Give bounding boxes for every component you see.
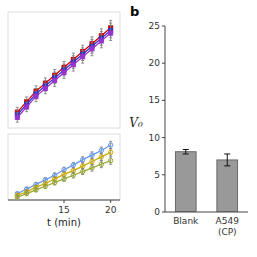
y-tick-label: 25 [149, 21, 160, 31]
y-tick-label: 10 [149, 133, 161, 143]
y-axis-label: V₀ [129, 116, 143, 130]
y-tick-label: 5 [154, 170, 160, 180]
series-line [17, 152, 110, 195]
marker [99, 162, 103, 166]
marker [52, 180, 56, 184]
bar [217, 160, 238, 212]
data-group [15, 141, 113, 199]
marker [43, 86, 47, 90]
line-chart [8, 12, 120, 128]
marker [90, 159, 94, 163]
series [15, 20, 112, 116]
marker [80, 164, 84, 168]
marker [99, 148, 103, 152]
error-bar [224, 154, 230, 166]
label-line: A549 [216, 216, 240, 226]
marker [62, 168, 66, 172]
marker [99, 155, 103, 159]
label-line: (CP) [218, 227, 237, 237]
x-axis-label: t (min) [47, 217, 81, 228]
series [15, 26, 112, 122]
error-bar [35, 91, 38, 102]
x-tick-label: 20 [105, 205, 117, 215]
x-axis-line [165, 212, 248, 213]
marker [43, 184, 47, 188]
y-tick [162, 63, 165, 64]
x-tick-label: 15 [58, 205, 69, 215]
marker [80, 157, 84, 161]
marker [53, 79, 57, 83]
marker [62, 71, 66, 75]
y-tick [162, 26, 165, 27]
x-tick [110, 200, 111, 203]
panel-label: b [130, 4, 139, 19]
y-tick [162, 100, 165, 101]
y-tick [162, 137, 165, 138]
marker [15, 195, 19, 199]
marker [81, 55, 85, 59]
error-bar [16, 113, 19, 122]
bar-chart: b 0 5 10 15 20 25 Blank A549(CP) V₀ [129, 4, 248, 237]
marker [62, 177, 66, 181]
series-line [17, 161, 110, 198]
marker [90, 153, 94, 157]
marker [34, 188, 38, 192]
marker [71, 63, 75, 67]
error-bar [63, 67, 66, 79]
y-tick [162, 174, 165, 175]
error-bar [109, 26, 112, 41]
marker [108, 143, 112, 147]
x-tick [64, 200, 65, 203]
marker [90, 166, 94, 170]
marker [80, 169, 84, 173]
marker [71, 173, 75, 177]
error-bar [72, 58, 75, 71]
y-tick-label: 20 [149, 58, 161, 68]
chart-canvas: 15 20 t (min) b 0 5 10 15 20 25 Blank A549(CP) V₀ [0, 0, 257, 257]
series [15, 157, 113, 200]
marker [71, 163, 75, 167]
y-tick-label: 15 [149, 95, 160, 105]
y-axis-line [165, 26, 166, 212]
error-bar [53, 75, 56, 87]
plot-frame [8, 134, 120, 200]
marker [90, 47, 94, 51]
error-bar [25, 102, 28, 111]
error-bar [100, 34, 103, 48]
line-chart: 15 20 t (min) [8, 134, 120, 228]
series-line [17, 33, 110, 117]
marker [62, 172, 66, 176]
marker [24, 191, 28, 195]
series-line [17, 145, 110, 194]
error-bar [81, 50, 84, 63]
marker [34, 94, 38, 98]
marker [99, 39, 103, 43]
data-group [175, 150, 237, 212]
error-bar [44, 83, 47, 94]
marker [108, 150, 112, 154]
error-bar [91, 42, 94, 56]
marker [15, 115, 19, 119]
label-line: Blank [173, 216, 199, 226]
series [15, 149, 113, 198]
marker [108, 158, 112, 162]
marker [25, 105, 29, 109]
y-tick [162, 212, 165, 213]
y-tick-label: 0 [154, 207, 160, 217]
x-tick-label: A549(CP) [216, 216, 240, 237]
bar [175, 152, 196, 212]
x-tick-label: Blank [173, 216, 199, 226]
data-group [15, 20, 112, 122]
plot-frame [8, 12, 120, 128]
series [15, 141, 113, 195]
error-bar [183, 150, 189, 154]
marker [109, 31, 113, 35]
series [15, 23, 112, 119]
